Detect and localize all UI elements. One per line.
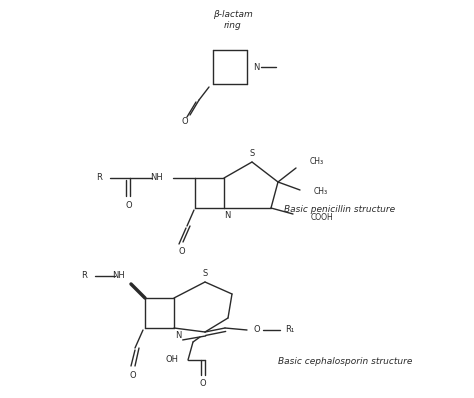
Text: NH: NH [150,174,163,183]
Text: R₁: R₁ [285,326,295,334]
Text: O: O [179,248,185,256]
Text: Basic cephalosporin structure: Basic cephalosporin structure [278,357,412,367]
Text: Basic penicillin structure: Basic penicillin structure [284,205,396,215]
Text: S: S [202,269,208,279]
Text: O: O [182,117,188,127]
Text: COOH: COOH [311,213,334,222]
Text: N: N [175,330,181,339]
Text: CH₃: CH₃ [310,158,324,166]
Text: S: S [249,150,255,158]
Text: NH: NH [112,271,125,281]
Text: O: O [126,201,132,211]
Text: O: O [200,380,206,388]
Text: N: N [224,211,230,220]
Text: CH₃: CH₃ [314,187,328,197]
Text: O: O [130,371,137,380]
Text: R: R [96,174,102,183]
Text: O: O [254,326,260,334]
Text: N: N [253,62,259,72]
Text: R: R [81,271,87,281]
Text: β-lactam
ring: β-lactam ring [213,10,253,30]
Text: OH: OH [166,355,179,365]
